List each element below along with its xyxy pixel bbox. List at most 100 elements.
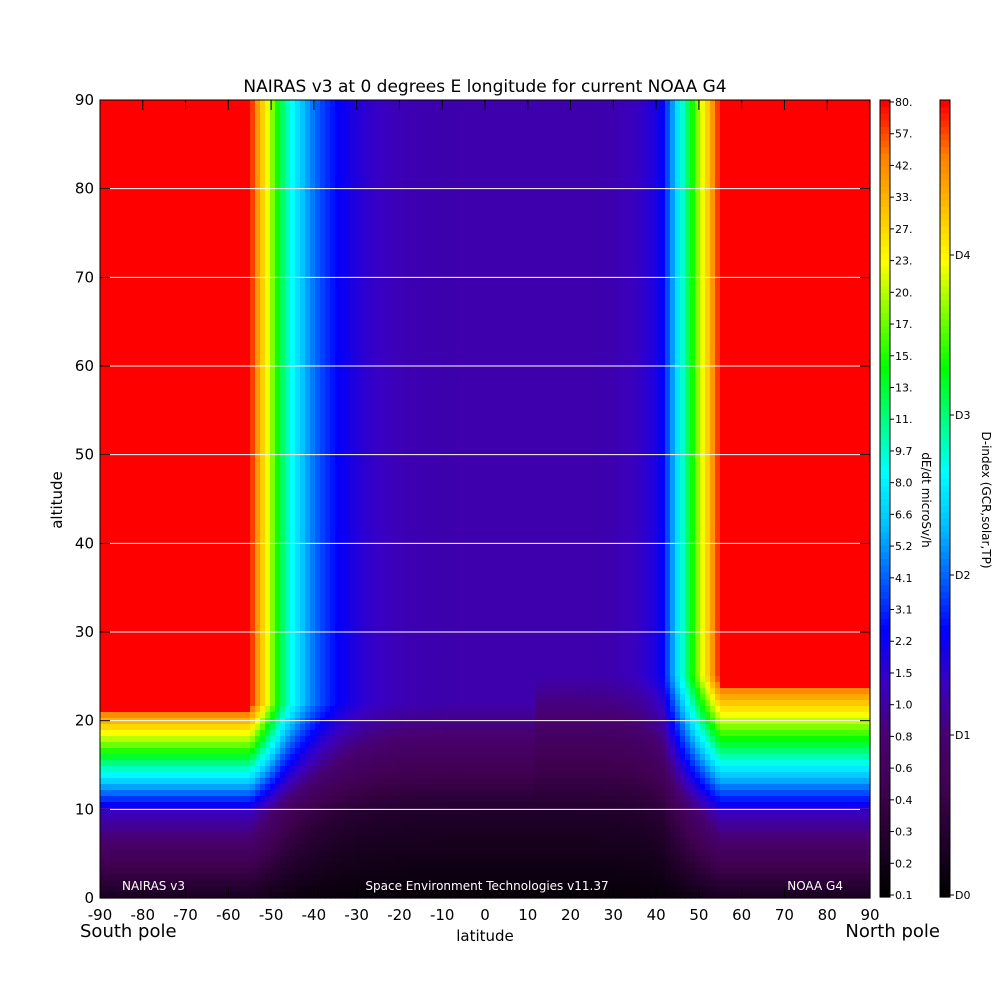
heat-cell — [475, 160, 481, 167]
heat-cell — [335, 142, 341, 149]
heat-cell — [505, 232, 511, 239]
heat-cell — [305, 280, 311, 287]
heat-cell — [740, 184, 746, 191]
heat-cell — [660, 190, 666, 197]
heat-cell — [265, 106, 271, 113]
heat-cell — [725, 238, 731, 245]
heat-cell — [375, 106, 381, 113]
heat-cell — [305, 142, 311, 149]
heat-cell — [170, 124, 176, 131]
heat-cell — [120, 226, 126, 233]
heat-cell — [715, 220, 721, 227]
heat-cell — [760, 256, 766, 263]
heat-cell — [860, 118, 866, 125]
heat-cell — [805, 166, 811, 173]
heat-cell — [310, 178, 316, 185]
heat-cell — [860, 256, 866, 263]
heat-cell — [425, 178, 431, 185]
heat-cell — [775, 124, 781, 131]
heat-cell — [610, 124, 616, 131]
heat-cell — [760, 112, 766, 119]
heat-cell — [750, 178, 756, 185]
heat-cell — [110, 160, 116, 167]
heat-cell — [570, 124, 576, 131]
heat-cell — [610, 190, 616, 197]
heat-cell — [465, 280, 471, 287]
heat-cell — [760, 250, 766, 257]
heat-cell — [135, 124, 141, 131]
heat-cell — [705, 214, 711, 221]
heat-cell — [775, 100, 781, 107]
heat-cell — [820, 118, 826, 125]
heat-cell — [145, 118, 151, 125]
heat-cell — [570, 172, 576, 179]
heat-cell — [260, 256, 266, 263]
heat-cell — [110, 256, 116, 263]
heat-cell — [515, 226, 521, 233]
heat-cell — [580, 160, 586, 167]
heat-cell — [370, 226, 376, 233]
heat-cell — [150, 142, 156, 149]
heat-cell — [100, 112, 106, 119]
heat-cell — [495, 196, 501, 203]
heat-cell — [375, 292, 381, 299]
heat-cell — [825, 124, 831, 131]
heat-cell — [500, 280, 506, 287]
heat-cell — [310, 292, 316, 299]
heat-cell — [720, 280, 726, 287]
heat-cell — [680, 184, 686, 191]
heat-cell — [175, 268, 181, 275]
heat-cell — [150, 220, 156, 227]
heat-cell — [205, 190, 211, 197]
heat-cell — [855, 190, 861, 197]
heat-cell — [235, 202, 241, 209]
heat-cell — [195, 214, 201, 221]
heat-cell — [535, 286, 541, 293]
heat-cell — [365, 142, 371, 149]
heat-cell — [815, 160, 821, 167]
heat-cell — [580, 148, 586, 155]
heat-cell — [330, 136, 336, 143]
heat-cell — [655, 190, 661, 197]
heat-cell — [860, 238, 866, 245]
heat-cell — [700, 100, 706, 107]
heat-cell — [430, 190, 436, 197]
heat-cell — [720, 130, 726, 137]
heat-cell — [535, 196, 541, 203]
heat-cell — [715, 124, 721, 131]
heat-cell — [585, 214, 591, 221]
heat-cell — [560, 256, 566, 263]
heat-cell — [865, 214, 871, 221]
heat-cell — [150, 232, 156, 239]
heat-cell — [175, 220, 181, 227]
heat-cell — [365, 154, 371, 161]
heat-cell — [770, 214, 776, 221]
heat-cell — [235, 250, 241, 257]
heat-cell — [800, 208, 806, 215]
heat-cell — [850, 232, 856, 239]
heat-cell — [135, 268, 141, 275]
heat-cell — [345, 244, 351, 251]
heat-cell — [780, 220, 786, 227]
heat-cell — [115, 256, 121, 263]
heat-cell — [765, 244, 771, 251]
heat-cell — [110, 148, 116, 155]
heat-cell — [820, 208, 826, 215]
heat-cell — [445, 118, 451, 125]
heat-cell — [765, 112, 771, 119]
heat-cell — [570, 250, 576, 257]
heat-cell — [685, 148, 691, 155]
heat-cell — [805, 196, 811, 203]
heat-cell — [270, 202, 276, 209]
heat-cell — [345, 172, 351, 179]
heat-cell — [125, 226, 131, 233]
heat-cell — [825, 238, 831, 245]
heat-cell — [175, 250, 181, 257]
heat-cell — [430, 214, 436, 221]
heat-cell — [255, 148, 261, 155]
heat-cell — [805, 178, 811, 185]
heat-cell — [690, 250, 696, 257]
heat-cell — [165, 280, 171, 287]
heat-cell — [840, 172, 846, 179]
heat-cell — [150, 118, 156, 125]
